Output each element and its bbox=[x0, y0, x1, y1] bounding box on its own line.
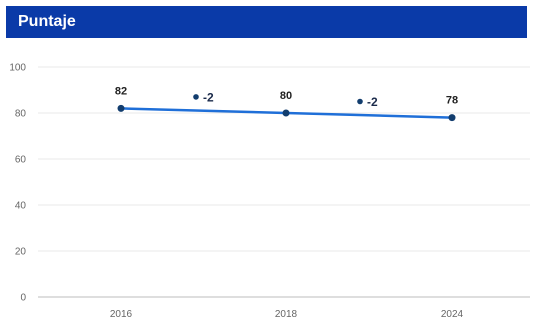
data-point-2024 bbox=[448, 114, 456, 122]
panel-header: Puntaje bbox=[6, 6, 527, 38]
delta-label-1: -2 bbox=[203, 90, 214, 104]
y-tick-label-100: 100 bbox=[9, 63, 26, 74]
delta-marker-1 bbox=[193, 94, 199, 100]
data-label-2018: 80 bbox=[280, 90, 292, 102]
panel-title: Puntaje bbox=[18, 13, 76, 30]
data-label-2016: 82 bbox=[115, 85, 127, 97]
x-tick-label-2024: 2024 bbox=[441, 309, 464, 320]
data-point-2016 bbox=[117, 104, 125, 112]
delta-marker-2 bbox=[357, 98, 363, 105]
delta-label-2: -2 bbox=[367, 95, 378, 109]
data-point-2018 bbox=[282, 109, 290, 117]
y-tick-label-20: 20 bbox=[15, 247, 27, 258]
x-tick-label-2016: 2016 bbox=[110, 309, 133, 320]
x-tick-label-2018: 2018 bbox=[275, 309, 298, 320]
y-tick-label-80: 80 bbox=[15, 109, 27, 120]
y-tick-label-40: 40 bbox=[15, 201, 27, 212]
score-panel: Puntaje bbox=[6, 6, 527, 317]
data-label-2024: 78 bbox=[446, 95, 458, 107]
y-tick-label-0: 0 bbox=[20, 293, 26, 304]
y-tick-label-60: 60 bbox=[15, 155, 27, 166]
